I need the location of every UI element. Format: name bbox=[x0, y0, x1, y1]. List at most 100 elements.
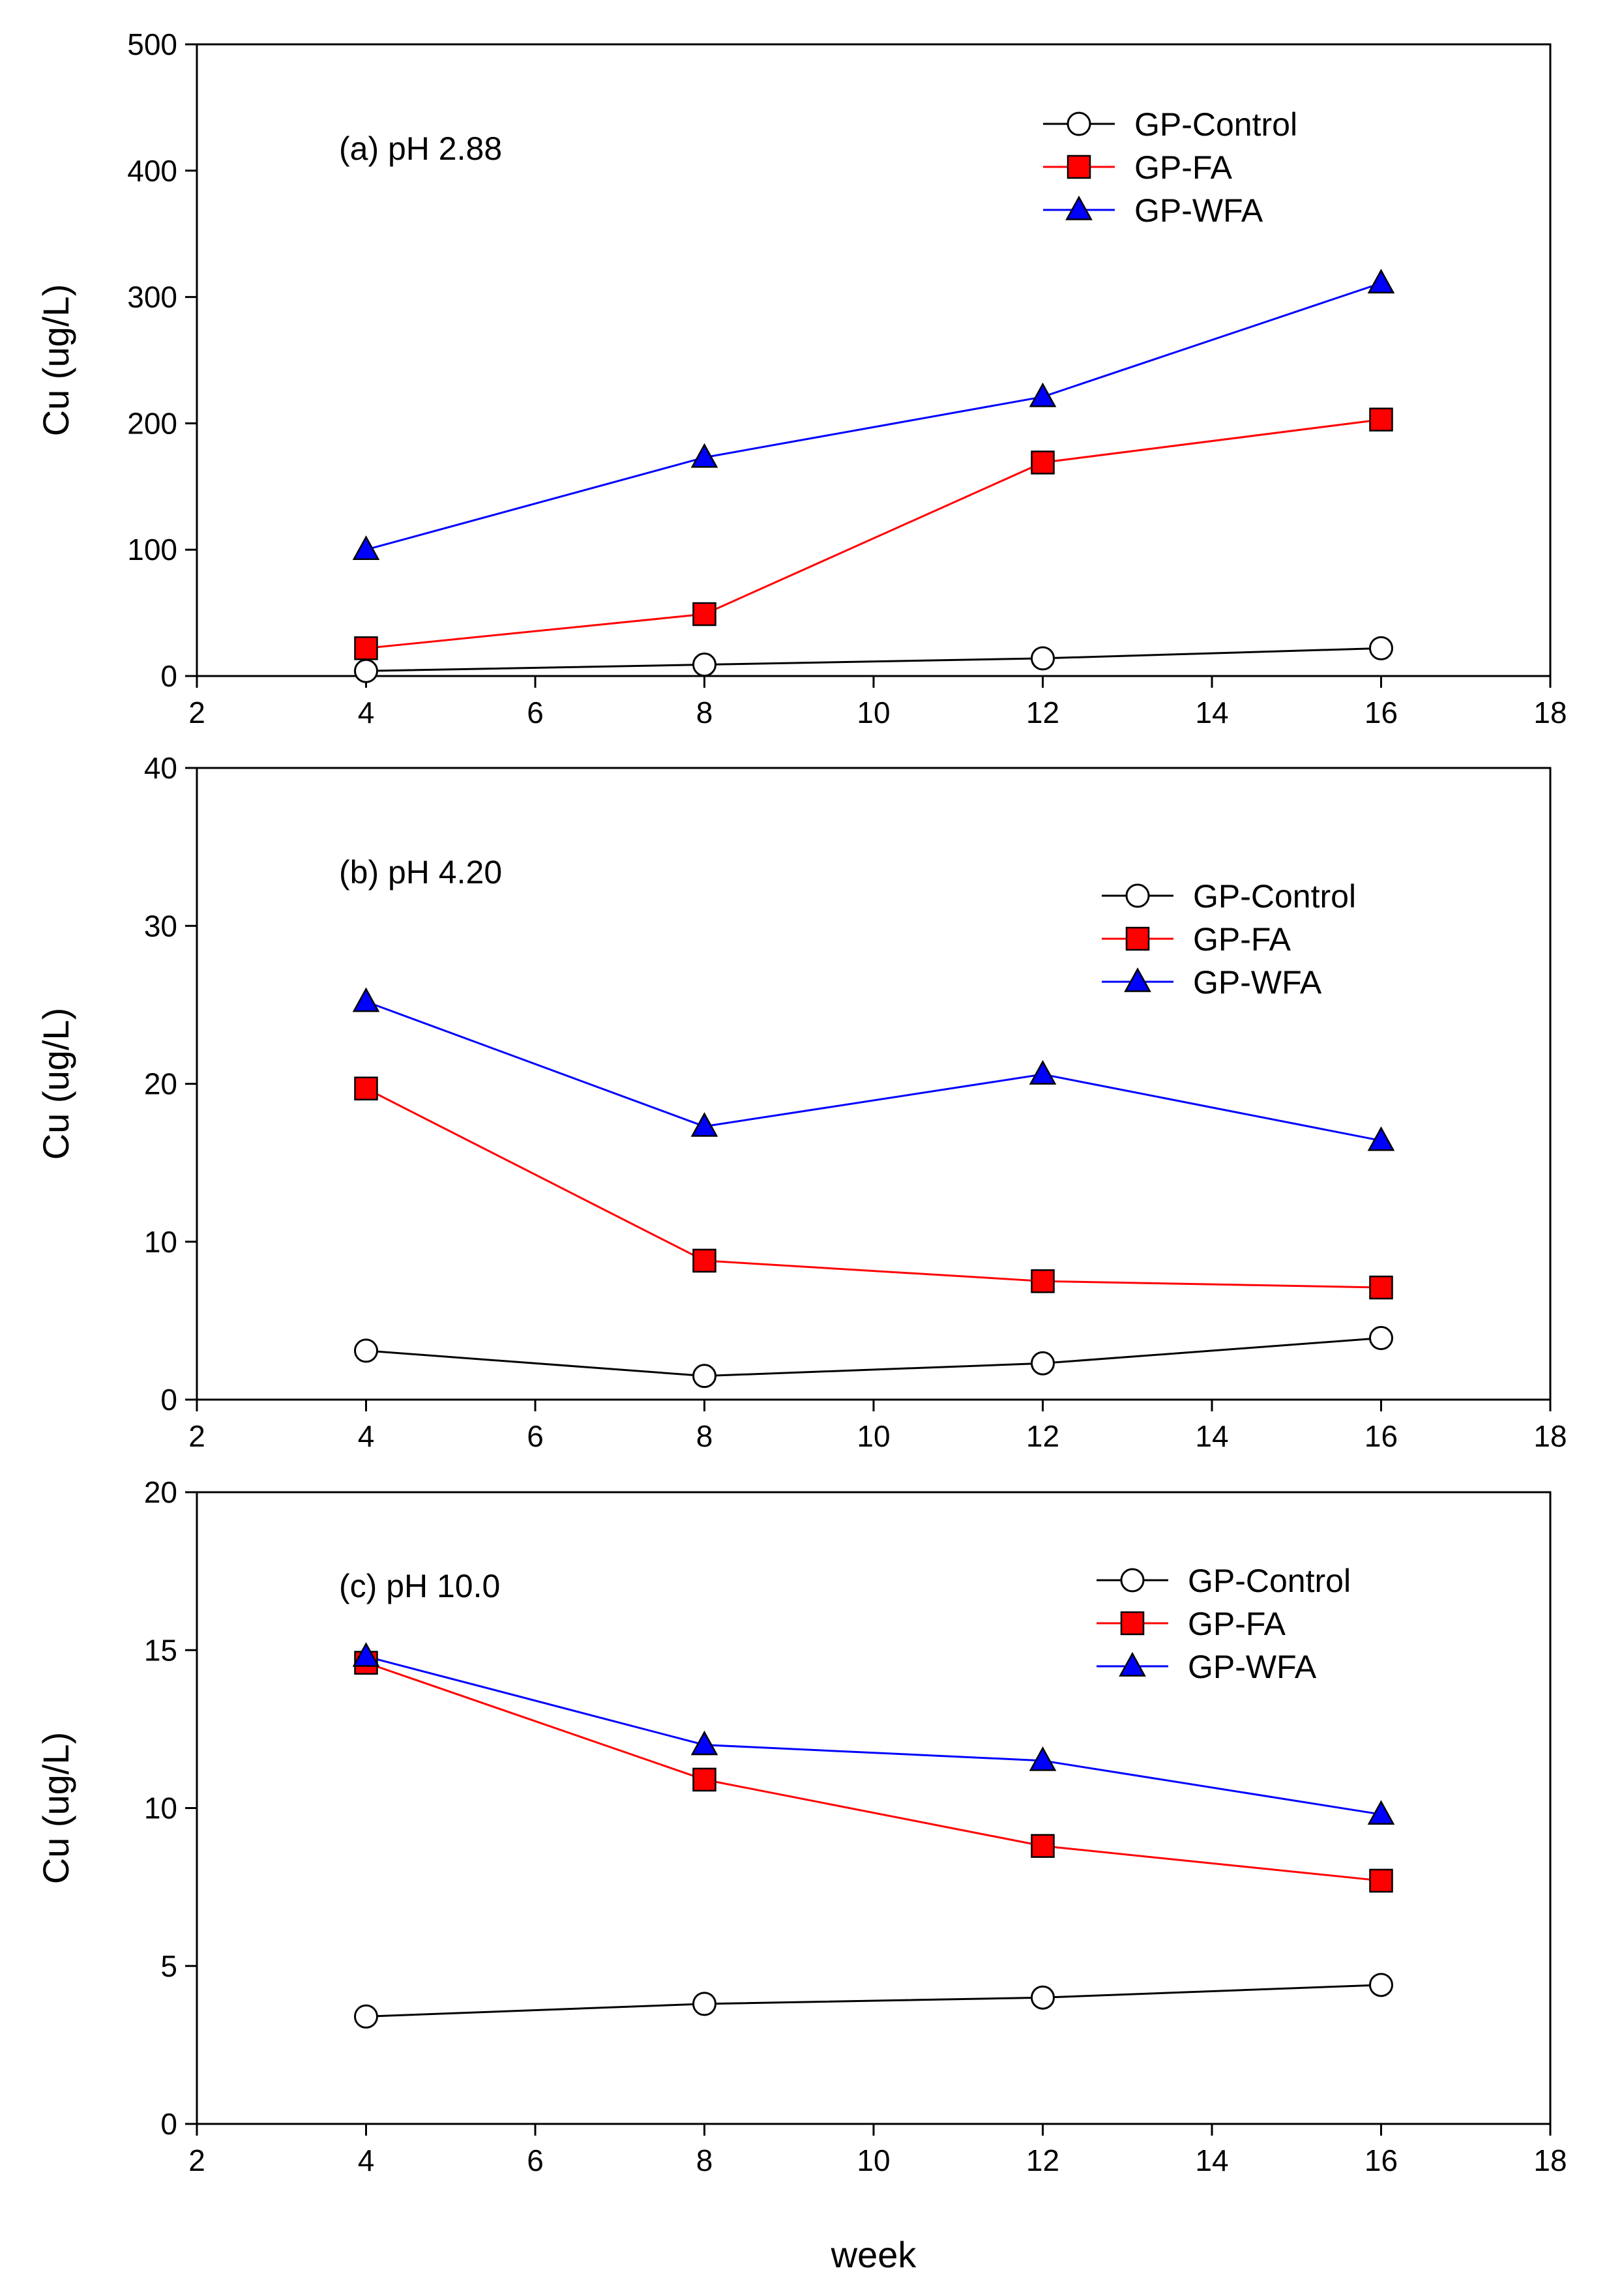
x-tick-label: 4 bbox=[358, 1419, 375, 1453]
data-point-gp-wfa bbox=[1367, 269, 1395, 294]
series-line-gp-wfa bbox=[365, 1001, 1381, 1142]
legend-marker bbox=[1125, 926, 1150, 951]
data-point-gp-control bbox=[692, 1992, 716, 2016]
data-point-gp-fa bbox=[692, 602, 716, 626]
data-point-gp-wfa bbox=[1367, 1126, 1395, 1151]
y-tick-label: 20 bbox=[144, 1067, 177, 1101]
series-line-gp-control bbox=[366, 1984, 1381, 2018]
data-point-gp-fa bbox=[1369, 1275, 1393, 1300]
panel-annotation: (c) pH 10.0 bbox=[339, 1568, 500, 1604]
x-tick-label: 14 bbox=[1195, 696, 1228, 729]
data-point-gp-control bbox=[354, 658, 378, 683]
series-line-gp-wfa bbox=[366, 282, 1381, 551]
y-tick-label: 100 bbox=[127, 533, 177, 567]
x-tick-label: 6 bbox=[527, 696, 544, 729]
x-tick-label: 14 bbox=[1195, 2143, 1228, 2177]
x-tick-label: 12 bbox=[1026, 1419, 1059, 1453]
data-point-gp-wfa bbox=[352, 535, 380, 560]
data-point-gp-control bbox=[354, 2004, 378, 2029]
x-tick-label: 8 bbox=[696, 1419, 713, 1453]
legend-marker bbox=[1065, 196, 1093, 220]
y-tick-label: 10 bbox=[144, 1225, 177, 1259]
x-tick-label: 16 bbox=[1364, 696, 1398, 729]
legend-label: GP-Control bbox=[1193, 878, 1356, 915]
series-line-gp-wfa bbox=[366, 1655, 1381, 1816]
x-tick-label: 6 bbox=[527, 1419, 544, 1453]
y-tick-label: 15 bbox=[144, 1633, 177, 1667]
legend-label: GP-WFA bbox=[1193, 964, 1322, 1001]
y-tick-label: 0 bbox=[160, 659, 177, 693]
y-axis-title: Cu (ug/L) bbox=[35, 1008, 76, 1160]
panel-annotation: (a) pH 2.88 bbox=[339, 130, 502, 167]
panel-annotation: (b) pH 4.20 bbox=[339, 854, 502, 890]
y-tick-label: 0 bbox=[160, 1383, 177, 1417]
data-point-gp-control bbox=[692, 1364, 716, 1389]
x-tick-label: 10 bbox=[857, 2143, 890, 2177]
legend-label: GP-Control bbox=[1134, 106, 1297, 143]
x-tick-label: 12 bbox=[1026, 696, 1059, 729]
data-point-gp-control bbox=[1369, 1973, 1393, 1997]
x-tick-label: 4 bbox=[358, 2143, 375, 2177]
data-point-gp-control bbox=[692, 653, 716, 677]
legend-marker bbox=[1125, 883, 1150, 908]
data-point-gp-control bbox=[1031, 1351, 1055, 1376]
series-line-gp-fa bbox=[366, 419, 1381, 649]
legend-marker bbox=[1124, 967, 1151, 992]
data-point-gp-fa bbox=[1031, 1269, 1055, 1293]
x-tick-label: 10 bbox=[857, 1419, 890, 1453]
series-line-gp-fa bbox=[365, 1087, 1381, 1289]
x-tick-label: 4 bbox=[358, 696, 375, 729]
data-point-gp-fa bbox=[1369, 1868, 1393, 1893]
legend-label: GP-FA bbox=[1193, 921, 1291, 958]
x-tick-label: 18 bbox=[1533, 1419, 1567, 1453]
data-point-gp-fa bbox=[692, 1767, 716, 1792]
chart-panel-1: 2 4 6 8 10 12 14 16 18 0 100 200 300 400 500 Cu (ug/L) (… bbox=[35, 27, 1567, 729]
data-point-gp-wfa bbox=[352, 1641, 380, 1667]
data-point-gp-wfa bbox=[1029, 1059, 1057, 1085]
legend-label: GP-WFA bbox=[1188, 1649, 1317, 1685]
y-tick-label: 5 bbox=[160, 1949, 177, 1983]
x-tick-label: 12 bbox=[1026, 2143, 1059, 2177]
data-point-gp-wfa bbox=[690, 443, 718, 468]
legend-label: GP-FA bbox=[1188, 1606, 1286, 1642]
legend-marker bbox=[1067, 155, 1091, 179]
data-point-gp-fa bbox=[354, 1076, 378, 1101]
x-tick-label: 8 bbox=[696, 2143, 713, 2177]
legend: GP-Control GP-FA GP-WFA bbox=[1097, 1563, 1351, 1685]
data-point-gp-fa bbox=[1031, 1834, 1055, 1858]
x-tick-label: 6 bbox=[527, 2143, 544, 2177]
chart-panel-3: 2 4 6 8 10 12 14 16 18 0 5 10 15 20 Cu (ug/L) week (c) p… bbox=[35, 1475, 1567, 2275]
data-point-gp-wfa bbox=[1367, 1800, 1395, 1825]
y-tick-label: 40 bbox=[144, 751, 177, 785]
y-tick-label: 20 bbox=[144, 1475, 177, 1509]
data-point-gp-wfa bbox=[1029, 382, 1057, 407]
legend-label: GP-Control bbox=[1188, 1563, 1351, 1599]
series-line-gp-control bbox=[366, 647, 1381, 672]
legend-label: GP-WFA bbox=[1134, 192, 1263, 229]
data-point-gp-fa bbox=[692, 1248, 716, 1273]
y-axis-title: Cu (ug/L) bbox=[35, 1732, 76, 1884]
x-tick-label: 16 bbox=[1364, 1419, 1398, 1453]
data-point-gp-control bbox=[354, 1338, 378, 1363]
x-tick-label: 16 bbox=[1364, 2143, 1398, 2177]
data-point-gp-control bbox=[1031, 1985, 1055, 2010]
data-point-gp-control bbox=[1369, 636, 1393, 660]
x-tick-label: 2 bbox=[188, 696, 205, 729]
data-point-gp-fa bbox=[354, 636, 378, 660]
data-point-gp-wfa bbox=[690, 1111, 718, 1137]
data-point-gp-control bbox=[1369, 1326, 1393, 1351]
legend-marker bbox=[1119, 1652, 1146, 1677]
data-point-gp-wfa bbox=[352, 987, 380, 1012]
x-tick-label: 2 bbox=[188, 1419, 205, 1453]
y-tick-label: 30 bbox=[144, 909, 177, 943]
y-axis-title: Cu (ug/L) bbox=[35, 284, 76, 436]
data-point-gp-control bbox=[1031, 646, 1055, 671]
legend-marker bbox=[1067, 111, 1091, 136]
y-tick-label: 500 bbox=[127, 27, 177, 61]
x-tick-label: 8 bbox=[696, 696, 713, 729]
y-tick-label: 200 bbox=[127, 406, 177, 440]
data-point-gp-fa bbox=[1031, 450, 1055, 475]
x-tick-label: 14 bbox=[1195, 1419, 1228, 1453]
x-axis-title: week bbox=[831, 2234, 917, 2275]
